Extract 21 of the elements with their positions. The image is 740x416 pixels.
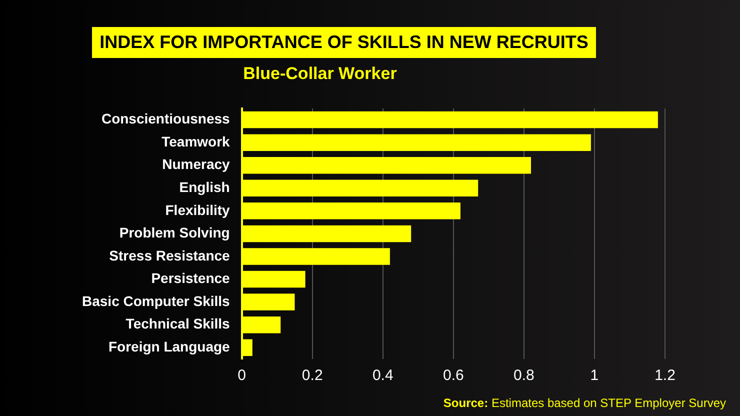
y-tick-label: Stress Resistance [109,247,230,264]
x-tick-label: 0.6 [442,367,464,384]
y-tick-label: Basic Computer Skills [82,292,230,309]
y-tick-label: Flexibility [165,202,230,218]
y-tick-label: Numeracy [162,156,230,172]
y-tick-label: English [179,178,230,195]
x-tick-label: 1 [590,367,599,384]
y-tick-label: Technical Skills [126,316,230,332]
x-tick-label: 0.2 [302,367,323,384]
source-note: Source: Estimates based on STEP Employer Survey [443,396,726,410]
chart-subtitle: Blue-Collar Worker [242,64,398,84]
y-tick-label: Conscientiousness [101,110,230,127]
x-tick-label: 0.4 [372,367,394,384]
x-tick-label: 0 [238,367,246,384]
x-tick-label: 0.8 [514,367,534,384]
x-tick-label: 1.2 [654,367,676,384]
y-tick-label: Teamwork [162,133,230,150]
y-tick-label: Problem Solving [119,224,230,241]
y-tick-label: Persistence [151,270,230,286]
chart-title: INDEX FOR IMPORTANCE OF SKILLS IN NEW RECRUITS [92,27,596,58]
y-tick-label: Foreign Language [108,338,230,354]
